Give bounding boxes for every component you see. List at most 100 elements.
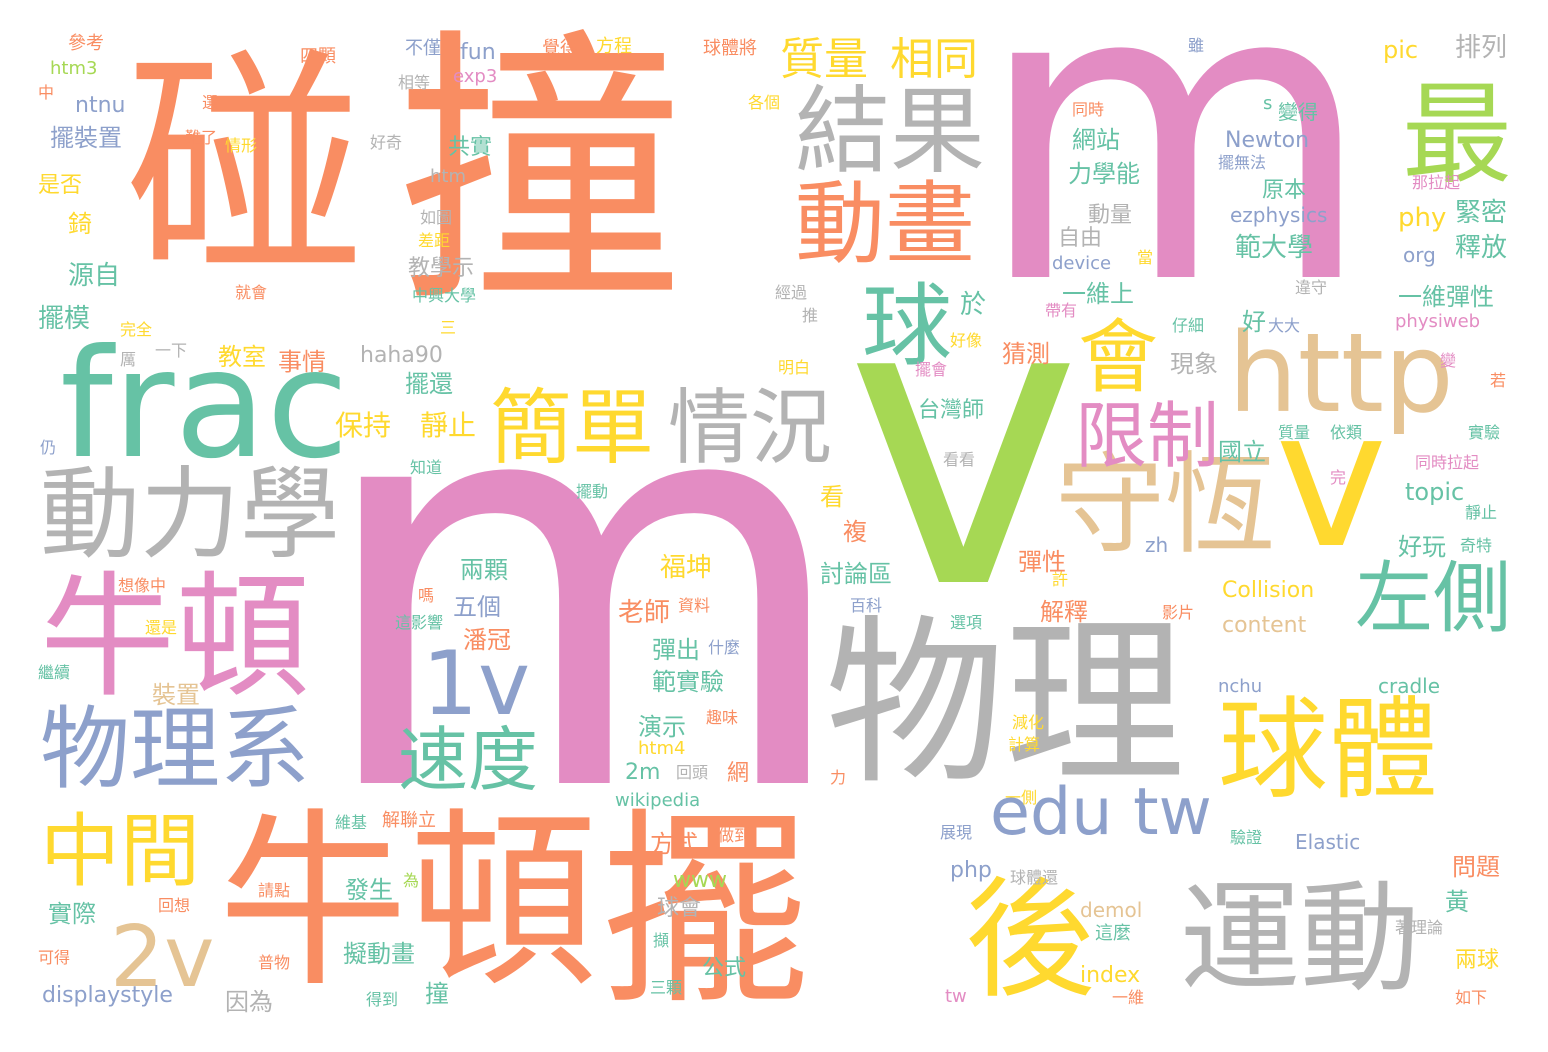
- word-ntnu: ntnu: [75, 95, 125, 117]
- word-ziyou: 自由: [1058, 228, 1102, 250]
- word-shifang: 釋放: [1455, 235, 1507, 261]
- word-zixi: 仔細: [1172, 318, 1204, 334]
- word-gongshi-formula: 公式: [702, 958, 746, 980]
- word-huitou: 回頭: [676, 765, 708, 781]
- word-collision: Collision: [1222, 580, 1314, 602]
- word-laoshi: 老師: [618, 600, 670, 626]
- word-huang: 黃: [1445, 890, 1469, 914]
- word-shiji: 實際: [48, 902, 96, 926]
- word-ma: 嗎: [418, 588, 434, 604]
- word-yiwei: 一維: [1112, 990, 1144, 1006]
- word-gongshi: 共實: [448, 137, 492, 159]
- word-shenme: 什麼: [708, 640, 740, 656]
- word-s: s: [1263, 95, 1272, 113]
- word-daiyou: 帶有: [1045, 303, 1077, 319]
- word-kede: 可得: [38, 950, 70, 966]
- word-nanle: 難了: [185, 130, 217, 146]
- word-elastic: Elastic: [1295, 832, 1360, 852]
- word-pic: pic: [1383, 38, 1418, 62]
- word-li: 力: [830, 770, 846, 786]
- word-xiangtong: 相同: [890, 38, 978, 82]
- word-htm: htm: [430, 168, 466, 186]
- word-haowan: 好玩: [1398, 535, 1446, 559]
- word-demol: demol: [1080, 900, 1142, 920]
- word-yinwei: 因為: [225, 990, 273, 1014]
- word-yanshi: 演示: [638, 715, 686, 739]
- word-zhong: 中: [38, 85, 54, 101]
- word-dedao: 得到: [366, 992, 398, 1008]
- word-shifou: 是否: [38, 175, 82, 197]
- word-puwu: 普物: [258, 955, 290, 971]
- word-jiaoshi: 教室: [218, 345, 266, 369]
- word-weiji: 維基: [335, 815, 367, 831]
- word-jianhua: 減化: [1012, 715, 1044, 731]
- word-fasheng: 發生: [345, 878, 393, 902]
- word-zheme: 這麼: [1095, 925, 1131, 943]
- word-liangke: 兩顆: [460, 558, 508, 582]
- word-xie: 擷: [653, 933, 669, 949]
- word-zhanxian: 展現: [940, 825, 972, 841]
- word-wan: 完: [1330, 470, 1346, 486]
- word-wei: 為: [403, 873, 419, 889]
- word-jingzhi-yellow: 靜止: [420, 412, 476, 440]
- word-zhelilun: 著理論: [1395, 920, 1443, 936]
- word-rutu: 如圖: [420, 210, 452, 226]
- word-qiuti: 球體: [1218, 695, 1438, 805]
- word-hui: 會: [1078, 318, 1158, 398]
- word-displaystyle: displaystyle: [42, 985, 173, 1007]
- word-baidong: 擺動: [576, 484, 608, 500]
- word-zuodao: 做到: [718, 828, 750, 844]
- word-jingguo: 經過: [775, 285, 807, 301]
- word-xiangdeng: 相等: [398, 75, 430, 91]
- word-quwei: 趣味: [706, 710, 738, 726]
- word-2m: 2m: [625, 762, 660, 784]
- word-fu: 複: [843, 520, 867, 544]
- word-sudu: 速度: [398, 725, 538, 795]
- word-taiwanshi: 台灣師: [918, 400, 984, 422]
- word-xuanxiang: 選項: [950, 615, 982, 631]
- word-zuoce: 左側: [1355, 560, 1511, 638]
- word-jiuhui: 就會: [235, 285, 267, 301]
- word-tui: 推: [802, 308, 818, 324]
- word-topic: topic: [1405, 480, 1464, 504]
- word-dada: 大大: [1268, 318, 1300, 334]
- word-xu: 許: [1052, 572, 1068, 588]
- word-fangcheng: 方程: [596, 38, 632, 56]
- word-cradle: cradle: [1378, 676, 1440, 696]
- word-baihui: 擺會: [915, 362, 947, 378]
- word-www: www: [673, 870, 727, 892]
- word-yuanben: 原本: [1262, 180, 1306, 202]
- word-peng: 碰: [125, 48, 365, 288]
- word-fandaxue: 範大學: [1235, 235, 1313, 261]
- word-zhidao: 知道: [410, 460, 442, 476]
- word-jieguo: 結果: [795, 85, 985, 180]
- word-qiu: 球: [862, 282, 952, 372]
- word-baimo: 擺模: [38, 306, 90, 332]
- word-jieshi: 解釋: [1040, 600, 1088, 624]
- word-wulixi: 物理系: [40, 705, 310, 795]
- word-haha90: haha90: [360, 345, 443, 367]
- word-fanshiyan: 範實驗: [652, 670, 724, 694]
- word-qingkuang: 情況: [668, 388, 832, 470]
- word-fangshi: 方式: [650, 832, 698, 856]
- word-li-grey: 厲: [120, 352, 136, 368]
- word-gege: 各個: [748, 95, 780, 111]
- word-htm4: htm4: [638, 740, 685, 758]
- word-ziliao: 資料: [678, 598, 710, 614]
- word-caice: 猜測: [1002, 342, 1050, 366]
- word-guoli: 國立: [1218, 440, 1266, 464]
- word-index: index: [1080, 965, 1140, 987]
- word-php: php: [950, 860, 992, 882]
- word-qiuhui: 球會: [657, 898, 701, 920]
- word-jiandan: 簡單: [490, 388, 654, 470]
- word-nidonghua: 擬動畫: [343, 942, 415, 966]
- word-reng: 仍: [40, 440, 56, 456]
- word-kankan: 看看: [943, 452, 975, 468]
- word-zhuang-small: 撞: [425, 982, 449, 1006]
- word-cankao: 參考: [68, 35, 104, 53]
- word-zhongjian: 中間: [40, 812, 200, 892]
- word-hao: 好: [1242, 310, 1266, 334]
- word-newton: Newton: [1225, 130, 1309, 152]
- word-ruxia: 如下: [1455, 990, 1487, 1006]
- word-fukun: 福坤: [660, 555, 712, 581]
